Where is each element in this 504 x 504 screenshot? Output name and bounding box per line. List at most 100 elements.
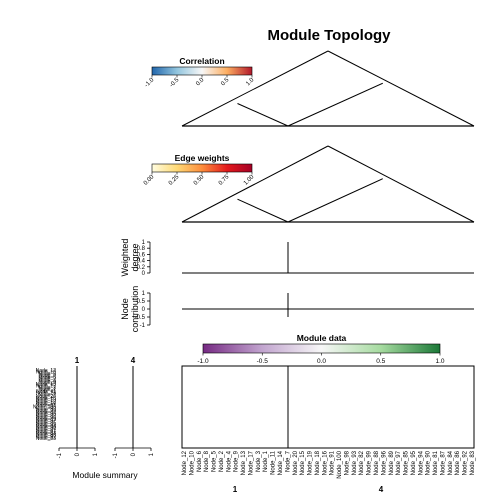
node-label: Node_6 xyxy=(197,450,203,472)
correlation-legend-tick-label: 0.0 xyxy=(195,77,206,88)
summary-row-label: Node_99 xyxy=(36,412,57,418)
node-label: Node_97 xyxy=(396,450,402,475)
node-label: Node_3 xyxy=(256,450,262,472)
summary-row-label: Node_8 xyxy=(38,373,56,379)
node-label: Node_2 xyxy=(219,450,225,472)
node-label: Node_17 xyxy=(248,450,254,475)
node-contribution-tick-label: 0.5 xyxy=(137,299,146,305)
node-label: Node_11 xyxy=(271,450,277,475)
summary-module-label: 1 xyxy=(75,356,80,365)
weighted-degree-tick-label: 0.4 xyxy=(137,259,146,265)
heatmap-frame xyxy=(181,365,475,449)
node-label: Node_88 xyxy=(374,450,380,475)
correlation-dendrogram xyxy=(181,50,475,127)
correlation-dendrogram-branch xyxy=(181,50,329,127)
summary-row-label: Node_93 xyxy=(36,408,57,414)
correlation-legend-tick-label: 0.5 xyxy=(220,77,231,88)
node-label: Node_87 xyxy=(440,450,446,475)
summary-row-label: Node_4 xyxy=(38,378,56,384)
weighted-degree-tick-label: 0.8 xyxy=(137,246,146,252)
summary-row-label: Node_19 xyxy=(36,398,57,404)
node-label: Node_12 xyxy=(182,450,188,475)
node-label: Node_1 xyxy=(263,450,269,472)
summary-row-label: Node_95 xyxy=(36,422,57,428)
node-label: Node_7 xyxy=(285,450,291,472)
summary-row-label: Node_5 xyxy=(38,375,56,381)
edge-dendrogram-branch xyxy=(181,145,329,223)
node-label: Node_85 xyxy=(404,450,410,475)
edge-legend-title: Edge weights xyxy=(175,153,230,163)
summary-tick-label: 1 xyxy=(93,452,99,456)
weighted-degree-tick-label: 0.6 xyxy=(137,252,146,258)
node-label: Node_90 xyxy=(426,450,432,475)
summary-row-label: Node_97 xyxy=(36,419,57,425)
summary-row-label: Node_82 xyxy=(36,410,57,416)
node-label: Node_14 xyxy=(278,450,284,475)
summary-row-label: Node_96 xyxy=(36,415,57,421)
summary-tick-label: 0 xyxy=(75,452,81,456)
correlation-legend-title: Correlation xyxy=(179,56,224,66)
node-label: Node_93 xyxy=(352,450,358,475)
summary-row-label: Node_91 xyxy=(36,403,57,409)
summary-row-label: Node_14 xyxy=(36,391,57,397)
weighted-degree-tick-label: 1 xyxy=(142,240,146,246)
node-contribution-tick-label: 1 xyxy=(142,291,146,297)
summary-row-label: Node_92 xyxy=(36,434,57,440)
node-label: Node_94 xyxy=(418,450,424,475)
node-label: Node_20 xyxy=(293,450,299,475)
edge-weight-dendrogram xyxy=(181,145,475,223)
correlation-dendrogram-branch xyxy=(327,50,475,127)
module-data-legend-tick-label: 0.5 xyxy=(376,358,385,365)
summary-row-label: Node_15 xyxy=(36,396,57,402)
summary-tick-label: -1 xyxy=(57,452,63,458)
node-label: Node_96 xyxy=(381,450,387,475)
summary-row-label: Node_84 xyxy=(36,431,57,437)
summary-tick-label: 1 xyxy=(149,452,155,456)
node-label: Node_95 xyxy=(411,450,417,475)
summary-row-label: Node_88 xyxy=(36,413,57,419)
summary-row-label: Node_2 xyxy=(38,377,56,383)
edge-legend-tick-label: 0.00 xyxy=(143,174,156,187)
module-label: 1 xyxy=(233,485,238,494)
node-label: Node_18 xyxy=(315,450,321,475)
node-label: Node_89 xyxy=(389,450,395,475)
node-label: Node_99 xyxy=(367,450,373,475)
correlation-dendrogram-branch xyxy=(287,82,383,127)
summary-row-label: Node_100 xyxy=(33,405,56,411)
node-label: Node_9 xyxy=(234,450,240,472)
node-label: Node_86 xyxy=(455,450,461,475)
correlation-dendrogram-branch xyxy=(237,103,289,127)
module-data-legend-tick-label: 1.0 xyxy=(435,358,444,365)
node-label: Node_82 xyxy=(359,450,365,475)
summary-row-label: Node_89 xyxy=(36,417,57,423)
correlation-legend-tick-label: -1.0 xyxy=(144,77,156,89)
summary-row-label: Node_85 xyxy=(36,420,57,426)
edge-dendrogram-branch xyxy=(327,145,475,223)
node-label: Node_5 xyxy=(212,450,218,472)
weighted-degree-tick-label: 0 xyxy=(142,271,146,277)
node-label: Node_16 xyxy=(322,450,328,475)
edge-legend-tick-label: 0.25 xyxy=(168,174,181,187)
correlation-legend-tick-label: 1.0 xyxy=(245,77,256,88)
edge-dendrogram-branch xyxy=(287,178,383,223)
node-label: Node_10 xyxy=(189,450,195,475)
summary-row-label: Node_98 xyxy=(36,406,57,412)
node-label: Node_92 xyxy=(463,450,469,475)
correlation-legend: Correlation -1.0 -0.5 0.0 0.5 1.0 xyxy=(144,56,256,89)
summary-row-label: Node_16 xyxy=(36,401,57,407)
module-label: 4 xyxy=(379,485,384,494)
module-data-legend-tick-label: -0.5 xyxy=(257,358,269,365)
summary-row-label: Node_11 xyxy=(36,389,56,395)
edge-legend-bar xyxy=(151,163,253,173)
summary-module-label: 4 xyxy=(131,356,136,365)
node-label: Node_91 xyxy=(330,450,336,475)
node-label: Node_19 xyxy=(308,450,314,475)
edge-dendrogram-branch xyxy=(237,198,289,223)
summary-row-label: Node_18 xyxy=(36,399,57,405)
summary-row-label: Node_86 xyxy=(36,433,57,439)
correlation-legend-bar xyxy=(151,66,253,76)
